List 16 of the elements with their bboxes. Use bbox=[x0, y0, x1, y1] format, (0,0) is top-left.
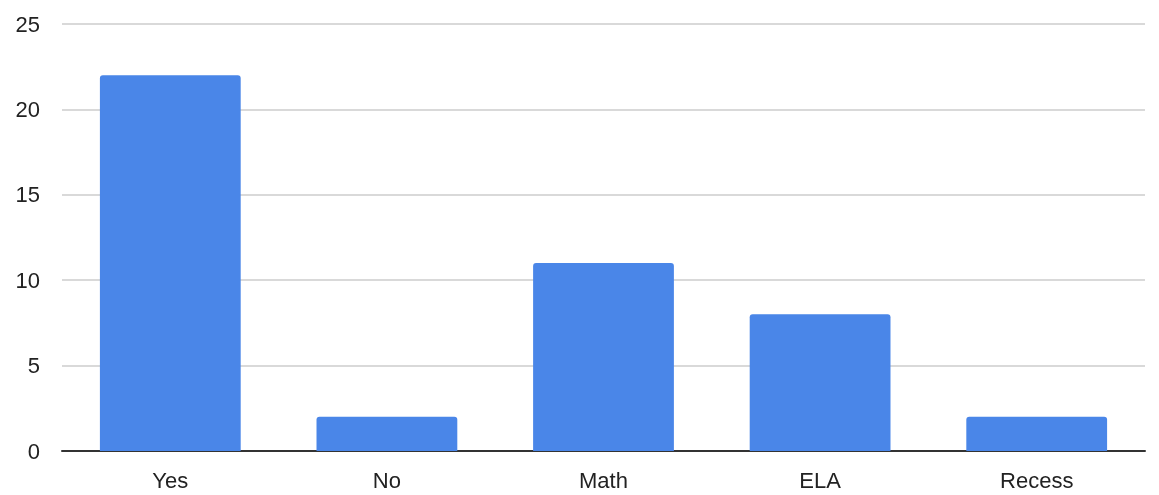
y-tick-label: 15 bbox=[15, 182, 40, 208]
x-tick-label: No bbox=[372, 467, 401, 493]
bar bbox=[749, 314, 891, 451]
y-tick-label: 25 bbox=[15, 11, 40, 37]
x-tick-label: ELA bbox=[799, 467, 842, 493]
y-tick-label: 0 bbox=[27, 438, 40, 464]
bar bbox=[966, 416, 1108, 451]
y-tick-label: 5 bbox=[27, 353, 40, 379]
x-tick-label: Math bbox=[579, 467, 628, 493]
bar bbox=[99, 75, 241, 451]
y-tick-label: 20 bbox=[15, 96, 40, 122]
x-tick-label: Recess bbox=[1000, 467, 1074, 493]
bar bbox=[533, 263, 674, 451]
x-tick-label: Yes bbox=[152, 467, 189, 493]
bar bbox=[316, 416, 458, 451]
y-tick-label: 10 bbox=[15, 267, 40, 293]
